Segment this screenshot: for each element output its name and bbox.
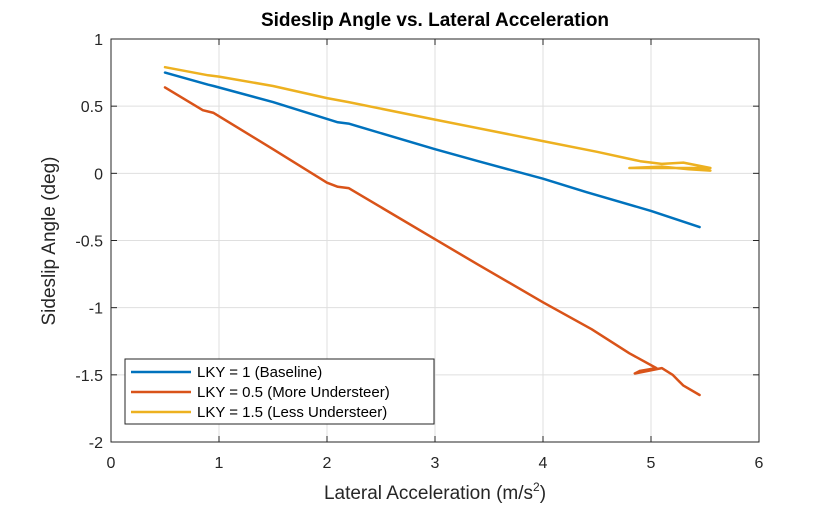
legend-label-1: LKY = 1 (Baseline) bbox=[197, 364, 322, 381]
y-tick-label: -1 bbox=[89, 301, 103, 318]
x-tick-label: 1 bbox=[215, 455, 224, 472]
x-tick-label: 5 bbox=[647, 455, 656, 472]
y-tick-label: 1 bbox=[94, 32, 103, 49]
series-line-1 bbox=[163, 71, 701, 229]
series-line-2 bbox=[163, 86, 701, 397]
y-axis-title: Sideslip Angle (deg) bbox=[39, 157, 60, 326]
legend: LKY = 1 (Baseline) LKY = 0.5 (More Unders… bbox=[124, 358, 435, 425]
y-tick-label: 0.5 bbox=[81, 99, 103, 116]
x-axis-title: Lateral Acceleration (m/s2) bbox=[324, 480, 546, 504]
x-axis-title-superscript: 2 bbox=[533, 480, 540, 494]
x-axis-title-text: Lateral Acceleration (m/s bbox=[324, 483, 533, 504]
x-axis-title-suffix: ) bbox=[540, 483, 546, 504]
x-tick-label: 4 bbox=[539, 455, 548, 472]
x-tick-label: 6 bbox=[755, 455, 764, 472]
y-tick-label: -1.5 bbox=[75, 368, 103, 385]
x-axis: 0 1 2 3 4 5 6 bbox=[107, 39, 764, 472]
plot-lines bbox=[163, 65, 712, 397]
y-tick-label: -0.5 bbox=[75, 234, 103, 251]
x-tick-label: 0 bbox=[107, 455, 116, 472]
chart-title: Sideslip Angle vs. Lateral Acceleration bbox=[261, 10, 609, 31]
x-tick-label: 3 bbox=[431, 455, 440, 472]
legend-label-2: LKY = 0.5 (More Understeer) bbox=[197, 384, 390, 401]
y-tick-label: 0 bbox=[94, 166, 103, 183]
series-line-3 bbox=[163, 65, 712, 172]
legend-label-3: LKY = 1.5 (Less Understeer) bbox=[197, 404, 387, 421]
x-tick-label: 2 bbox=[323, 455, 332, 472]
y-axis: -2 -1.5 -1 -0.5 0 0.5 1 bbox=[75, 32, 759, 452]
y-tick-label: -2 bbox=[89, 435, 103, 452]
